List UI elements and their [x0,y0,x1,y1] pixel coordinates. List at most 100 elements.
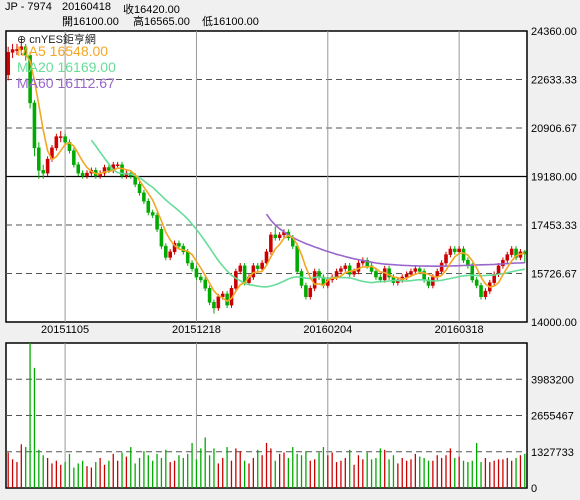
candle-body [304,285,308,297]
candle-body [382,268,387,281]
candle-body [207,288,212,303]
candle-body [334,271,339,278]
date-tick-label: 20151218 [172,324,221,336]
candle-body [505,254,510,261]
candle-body [457,248,461,253]
candle-body [492,273,496,283]
price-tick-label: 20906.67 [531,123,577,135]
candle-body [216,296,221,309]
candle-body [10,49,15,53]
candle-body [404,273,409,278]
candle-body [264,251,269,264]
candle-body [185,251,190,264]
header-open: 開16100.00 [62,16,119,28]
header-symbol: JP - 7974 [5,1,52,13]
price-tick-label: 15726.67 [531,268,577,280]
candle-body [137,184,142,194]
candle-body [164,245,168,258]
price-tick-label: 24360.00 [531,26,577,38]
candle-body [387,268,391,278]
candle-body [461,248,466,261]
candle-body [269,234,273,253]
candle-body [374,271,378,278]
candle-body [72,150,76,165]
candle-body [474,279,479,286]
candle-body [273,234,278,238]
candle-body [378,276,383,281]
candle-body [15,49,19,51]
candle-body [115,164,120,166]
candle-body [146,200,151,213]
candle-body [177,243,181,247]
candle-body [251,265,256,278]
candle-body [417,268,422,272]
price-tick-label: 14000.00 [531,317,577,329]
candle-body [238,265,243,272]
candle-body [220,293,225,297]
candle-body [483,290,488,297]
header-high: 高16565.00 [133,16,190,28]
header-low: 低16100.00 [202,16,259,28]
watermark-icon: ⊕ [17,34,27,46]
candle-body [470,265,475,281]
candle-body [32,102,37,149]
candle-body [168,251,172,258]
candle-body [102,167,107,174]
candle-body [295,245,299,272]
volume-tick-label: 0 [531,483,537,495]
candle-body [199,276,203,281]
candle-body [365,259,369,267]
candle-body [76,164,81,174]
candle-body [514,248,518,258]
date-tick-label: 20160318 [435,324,484,336]
candle-body [356,262,361,272]
candle-body [85,172,89,177]
date-tick-label: 20160204 [303,324,352,336]
candle-body [312,271,317,289]
candle-body [452,248,457,253]
candle-body [234,271,238,289]
candle-body [352,271,356,275]
header-date: 20160418 [62,1,111,13]
candle-body [277,234,282,238]
legend-ma20: MA20 16169.00 [17,59,116,75]
candle-body [496,265,501,275]
candle-body [203,279,207,289]
date-tick-label: 20151105 [41,324,89,336]
volume-tick-label: 2655467 [531,411,574,423]
candle-body [448,248,453,255]
candle-body [194,268,199,278]
candle-body [444,254,448,264]
candle-body [150,212,155,216]
legend-ma60: MA60 16112.67 [17,75,115,91]
legend-ma5: MA5 16548.00 [17,43,109,59]
candle-body [347,265,352,275]
candle-body [339,268,343,272]
candle-body [45,158,50,174]
ma60-line [265,213,525,267]
candle-body [501,259,505,267]
candle-body [413,268,418,272]
candle-body [80,172,85,177]
candle-body [6,52,10,76]
volume-tick-label: 3983200 [531,374,574,386]
candle-body [54,136,59,149]
price-tick-label: 17453.33 [531,220,577,232]
candle-body [142,192,146,202]
candle-body [260,262,264,269]
candle-body [479,285,483,297]
candle-body [19,46,24,50]
candle-body [41,170,45,174]
candle-body [190,262,194,269]
candle-body [58,136,63,138]
candle-body [509,248,514,255]
price-tick-label: 22633.33 [531,75,577,87]
candle-body [63,136,67,143]
candle-body [28,54,32,104]
candle-body [107,167,111,171]
price-tick-label: 19180.00 [531,172,577,184]
candle-body [120,164,124,177]
candle-body [299,271,304,286]
header-close: 收16420.00 [123,4,180,16]
